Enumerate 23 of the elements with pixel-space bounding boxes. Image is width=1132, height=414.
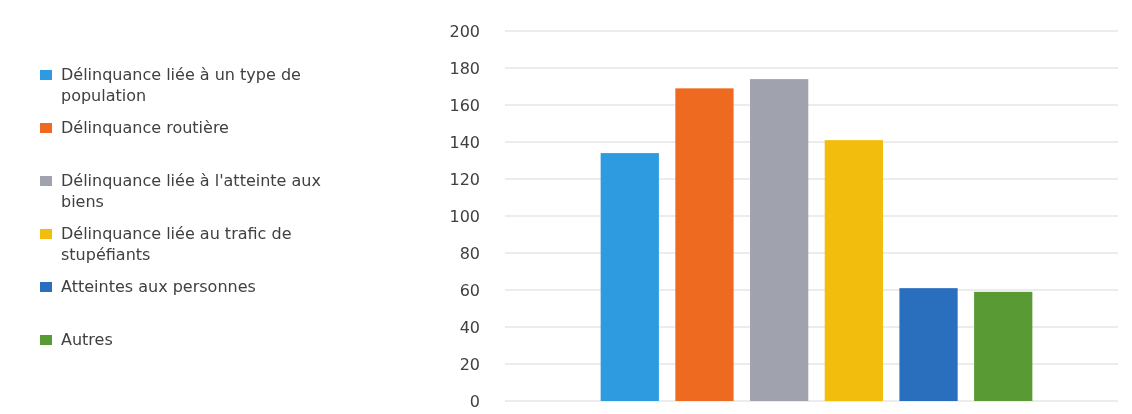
y-tick-label: 80	[459, 243, 480, 263]
bar	[750, 79, 809, 401]
y-tick-label: 0	[469, 391, 480, 411]
y-tick-label: 60	[459, 280, 480, 300]
y-tick-label: 200	[449, 21, 480, 41]
legend-label: Délinquance liée à un type de population	[61, 65, 301, 105]
y-tick-label: 120	[449, 169, 480, 189]
bar	[974, 291, 1033, 401]
y-tick-label: 100	[449, 206, 480, 226]
legend-label: Délinquance liée au trafic de stupéfiants	[61, 224, 292, 264]
legend-label: Atteintes aux personnes	[61, 277, 256, 296]
y-tick-label: 140	[449, 132, 480, 152]
y-tick-label: 20	[459, 354, 480, 374]
legend-label: Délinquance liée à l'atteinte aux biens	[61, 171, 321, 211]
bar	[899, 288, 958, 401]
bar	[675, 88, 734, 401]
y-tick-label: 40	[459, 317, 480, 337]
legend-label: Autres	[61, 330, 113, 349]
y-tick-label: 160	[449, 95, 480, 115]
legend-label: Délinquance routière	[61, 118, 229, 137]
y-tick-label: 180	[449, 58, 480, 78]
bar	[600, 153, 659, 401]
bar	[824, 140, 883, 401]
